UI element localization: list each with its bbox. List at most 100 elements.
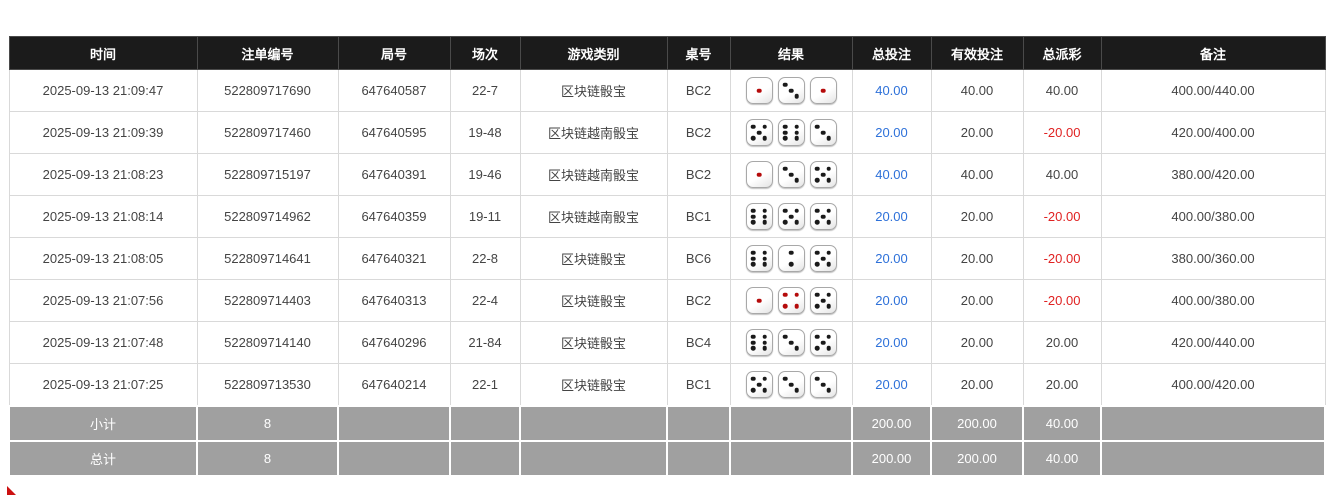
cell-total-bet[interactable]: 20.00 [851, 321, 932, 364]
cell-session: 22-8 [449, 237, 521, 280]
cell-time: 2025-09-13 21:08:23 [8, 153, 198, 196]
cell-round-id: 647640587 [337, 69, 451, 112]
column-header-round_id: 局号 [337, 36, 451, 70]
cell-bet-id: 522809714403 [196, 279, 339, 322]
dice-icon [745, 245, 773, 272]
total-row-cell-valid_bet: 200.00 [930, 440, 1024, 477]
cell-game-type: 区块链骰宝 [519, 321, 668, 364]
cell-total-bet[interactable]: 20.00 [851, 111, 932, 154]
dice-icon [745, 329, 773, 356]
subtotal-row-cell-payout: 40.00 [1022, 405, 1102, 442]
cell-remark: 380.00/420.00 [1100, 153, 1326, 196]
column-header-bet_id: 注单编号 [196, 36, 339, 70]
dice-icon [745, 161, 773, 188]
cell-total-bet[interactable]: 20.00 [851, 279, 932, 322]
cell-payout: -20.00 [1022, 195, 1102, 238]
dice-icon [809, 287, 837, 314]
subtotal-row-cell-table_no [666, 405, 731, 442]
red-marker-icon [7, 486, 16, 495]
cell-session: 21-84 [449, 321, 521, 364]
cell-bet-id: 522809717690 [196, 69, 339, 112]
table-row: 2025-09-13 21:08:14 522809714962 647640359… [8, 195, 1326, 238]
table-row: 2025-09-13 21:07:48 522809714140 647640296… [8, 321, 1326, 364]
total-row-cell-payout: 40.00 [1022, 440, 1102, 477]
total-row-cell-game_type [519, 440, 668, 477]
column-header-time: 时间 [8, 36, 198, 70]
cell-game-type: 区块链骰宝 [519, 237, 668, 280]
cell-table-no: BC4 [666, 321, 731, 364]
cell-valid-bet: 20.00 [930, 279, 1024, 322]
column-header-result: 结果 [729, 36, 853, 70]
cell-payout: -20.00 [1022, 111, 1102, 154]
cell-bet-id: 522809714962 [196, 195, 339, 238]
cell-total-bet[interactable]: 20.00 [851, 237, 932, 280]
cell-table-no: BC2 [666, 69, 731, 112]
total-row-cell-time: 总计 [8, 440, 198, 477]
cell-result [729, 195, 853, 238]
dice-icon [809, 203, 837, 230]
dice-icon [745, 119, 773, 146]
cell-time: 2025-09-13 21:09:39 [8, 111, 198, 154]
table-row: 2025-09-13 21:08:23 522809715197 647640391… [8, 153, 1326, 196]
cell-game-type: 区块链越南骰宝 [519, 153, 668, 196]
cell-valid-bet: 20.00 [930, 111, 1024, 154]
cell-payout: -20.00 [1022, 237, 1102, 280]
cell-total-bet[interactable]: 40.00 [851, 153, 932, 196]
cell-result [729, 363, 853, 407]
total-row-cell-remark [1100, 440, 1326, 477]
cell-game-type: 区块链越南骰宝 [519, 111, 668, 154]
cell-result [729, 279, 853, 322]
dice-icon [777, 287, 805, 314]
total-row-cell-session [449, 440, 521, 477]
column-header-game_type: 游戏类别 [519, 36, 668, 70]
cell-table-no: BC2 [666, 153, 731, 196]
cell-total-bet[interactable]: 20.00 [851, 363, 932, 407]
cell-bet-id: 522809715197 [196, 153, 339, 196]
subtotal-row-cell-result [729, 405, 853, 442]
cell-remark: 400.00/420.00 [1100, 363, 1326, 407]
cell-remark: 380.00/360.00 [1100, 237, 1326, 280]
column-header-table_no: 桌号 [666, 36, 731, 70]
subtotal-row-cell-time: 小计 [8, 405, 198, 442]
cell-table-no: BC2 [666, 111, 731, 154]
dice-icon [777, 77, 805, 104]
cell-time: 2025-09-13 21:08:14 [8, 195, 198, 238]
dice-icon [745, 203, 773, 230]
cell-total-bet[interactable]: 40.00 [851, 69, 932, 112]
cell-time: 2025-09-13 21:07:56 [8, 279, 198, 322]
total-row-cell-bet_id: 8 [196, 440, 339, 477]
subtotal-row-cell-remark [1100, 405, 1326, 442]
dice-icon [809, 77, 837, 104]
column-header-total_bet: 总投注 [851, 36, 932, 70]
total-row-cell-total_bet: 200.00 [851, 440, 932, 477]
cell-payout: -20.00 [1022, 279, 1102, 322]
cell-remark: 400.00/440.00 [1100, 69, 1326, 112]
cell-round-id: 647640595 [337, 111, 451, 154]
dice-icon [745, 287, 773, 314]
dice-icon [809, 245, 837, 272]
cell-valid-bet: 40.00 [930, 153, 1024, 196]
cell-round-id: 647640313 [337, 279, 451, 322]
cell-session: 19-48 [449, 111, 521, 154]
cell-game-type: 区块链骰宝 [519, 279, 668, 322]
subtotal-row-cell-bet_id: 8 [196, 405, 339, 442]
subtotal-row-cell-game_type [519, 405, 668, 442]
cell-round-id: 647640321 [337, 237, 451, 280]
cell-payout: 40.00 [1022, 69, 1102, 112]
cell-total-bet[interactable]: 20.00 [851, 195, 932, 238]
cell-payout: 40.00 [1022, 153, 1102, 196]
cell-bet-id: 522809717460 [196, 111, 339, 154]
table-body: 2025-09-13 21:09:47 522809717690 647640587… [8, 69, 1326, 477]
dice-icon [809, 161, 837, 188]
cell-table-no: BC6 [666, 237, 731, 280]
cell-game-type: 区块链骰宝 [519, 69, 668, 112]
cell-remark: 400.00/380.00 [1100, 195, 1326, 238]
dice-icon [809, 329, 837, 356]
cell-payout: 20.00 [1022, 363, 1102, 407]
subtotal-row-cell-session [449, 405, 521, 442]
bet-records-table: 时间 注单编号 局号 场次 游戏类别 桌号 结果 总投注 有效投注 总派彩 备注 2025-09-1… [8, 36, 1326, 477]
subtotal-row-cell-total_bet: 200.00 [851, 405, 932, 442]
cell-bet-id: 522809713530 [196, 363, 339, 407]
cell-game-type: 区块链骰宝 [519, 363, 668, 407]
cell-result [729, 153, 853, 196]
